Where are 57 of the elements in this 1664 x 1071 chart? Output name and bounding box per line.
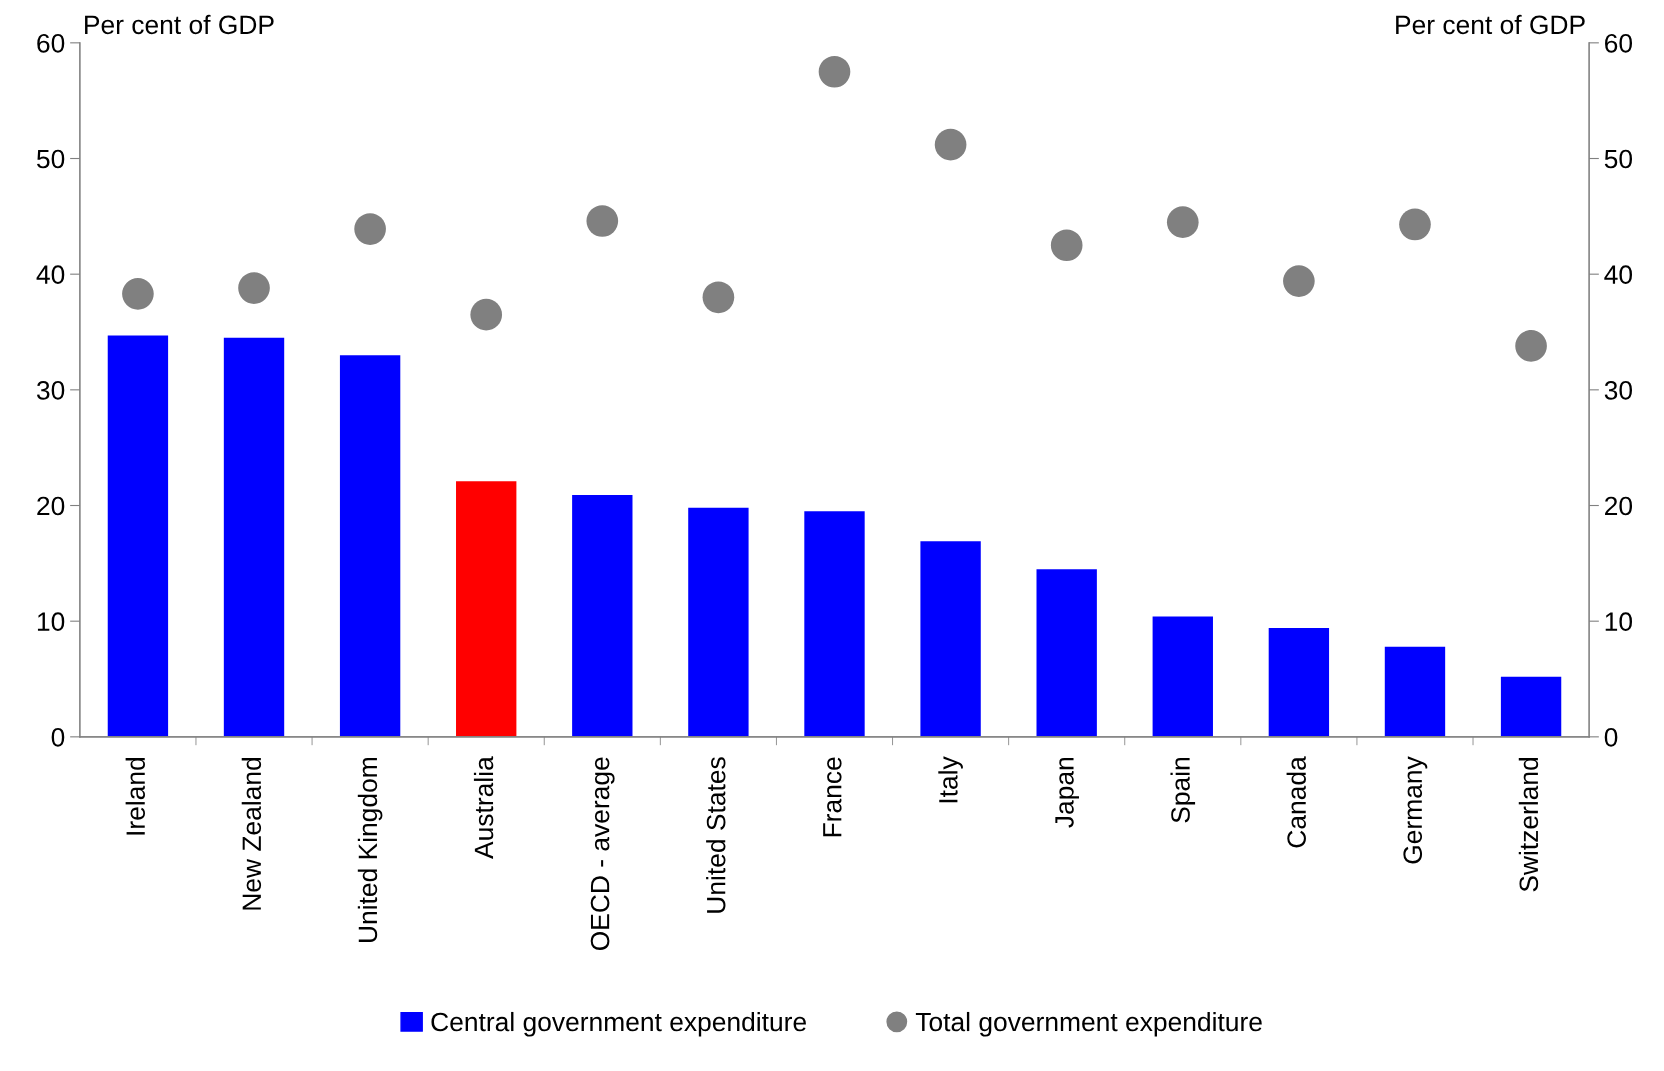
y2-tick-label: 10 xyxy=(1605,612,1633,631)
bar xyxy=(688,507,749,737)
bar xyxy=(456,481,517,737)
x-tick-label: Germany xyxy=(1403,756,1428,864)
x-tick-label: OECD - average xyxy=(590,757,615,951)
y2-tick-label: 40 xyxy=(1604,265,1633,284)
bar xyxy=(572,495,633,737)
y-tick-label: 60 xyxy=(37,33,65,53)
y2-tick-label: 50 xyxy=(1604,149,1633,169)
y2-axis-title: Per cent of GDP xyxy=(1396,14,1585,35)
y-axis-title: Per cent of GDP xyxy=(85,14,274,35)
point xyxy=(1399,208,1431,241)
bar xyxy=(1500,676,1562,737)
bar xyxy=(339,355,401,737)
x-tick-label: Spain xyxy=(1170,758,1196,823)
y-tick-label: 0 xyxy=(51,727,65,747)
bar xyxy=(223,337,285,737)
point xyxy=(1515,330,1547,362)
bar xyxy=(804,511,865,737)
y2-tick-label: 30 xyxy=(1604,380,1633,400)
point xyxy=(238,272,270,304)
x-tick-label: Italy xyxy=(938,756,963,803)
point xyxy=(586,205,619,237)
point xyxy=(122,278,154,310)
point xyxy=(1283,265,1315,297)
bar xyxy=(1152,616,1213,737)
y-tick-label: 40 xyxy=(36,265,65,284)
bar xyxy=(1384,646,1446,737)
point xyxy=(1050,229,1083,262)
point xyxy=(470,298,503,331)
y-tick-label: 50 xyxy=(36,149,65,169)
x-tick-label: New Zealand xyxy=(241,757,262,910)
point xyxy=(354,213,386,245)
x-tick-label: United States xyxy=(706,757,726,913)
y2-tick-label: 20 xyxy=(1605,496,1633,516)
bar xyxy=(920,541,981,737)
point xyxy=(934,128,967,161)
y2-tick-label: 60 xyxy=(1605,33,1633,53)
y2-tick-label: 0 xyxy=(1604,727,1618,747)
x-tick-label: Switzerland xyxy=(1518,757,1539,892)
legend-label: Central government expenditure xyxy=(431,1011,806,1037)
point xyxy=(818,55,851,88)
x-tick-label: United Kingdom xyxy=(357,758,383,943)
x-tick-label: Canada xyxy=(1286,756,1306,848)
bar xyxy=(107,335,169,737)
y-tick-label: 20 xyxy=(37,496,65,516)
x-tick-label: Japan xyxy=(1055,758,1079,828)
legend-label: Total government expenditure xyxy=(915,1011,1262,1037)
x-tick-label: Australia xyxy=(473,756,494,859)
y-tick-label: 10 xyxy=(37,612,65,631)
point xyxy=(1166,206,1199,238)
x-tick-label: France xyxy=(823,757,842,837)
point xyxy=(702,281,735,314)
y-tick-label: 30 xyxy=(36,380,65,400)
bar xyxy=(1036,569,1097,737)
x-tick-label: Ireland xyxy=(125,757,145,835)
bar xyxy=(1268,628,1330,737)
